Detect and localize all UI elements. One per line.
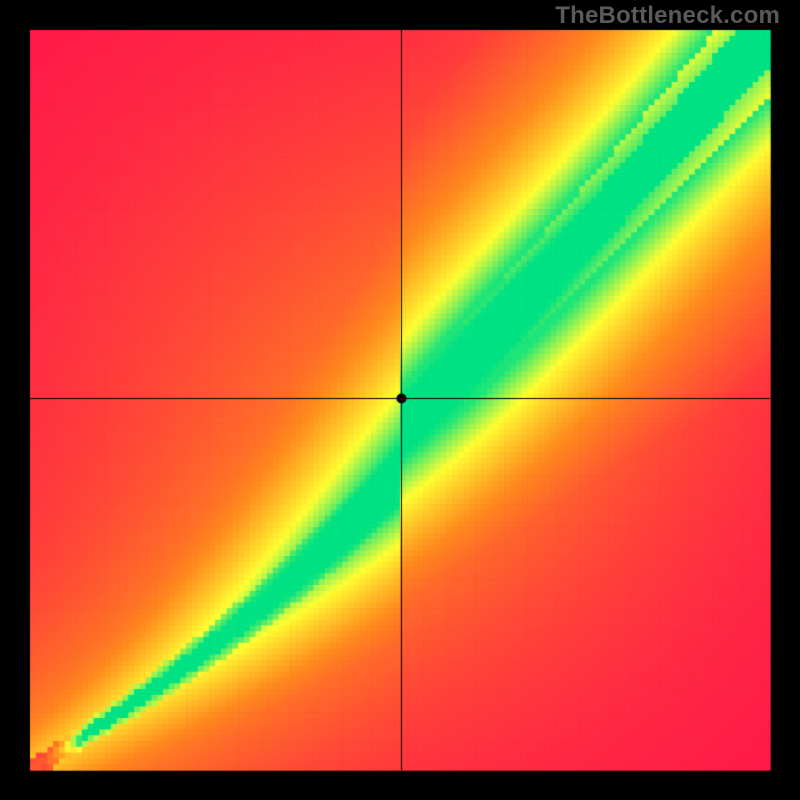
watermark-text: TheBottleneck.com [555,2,780,30]
heatmap-canvas [0,0,800,800]
